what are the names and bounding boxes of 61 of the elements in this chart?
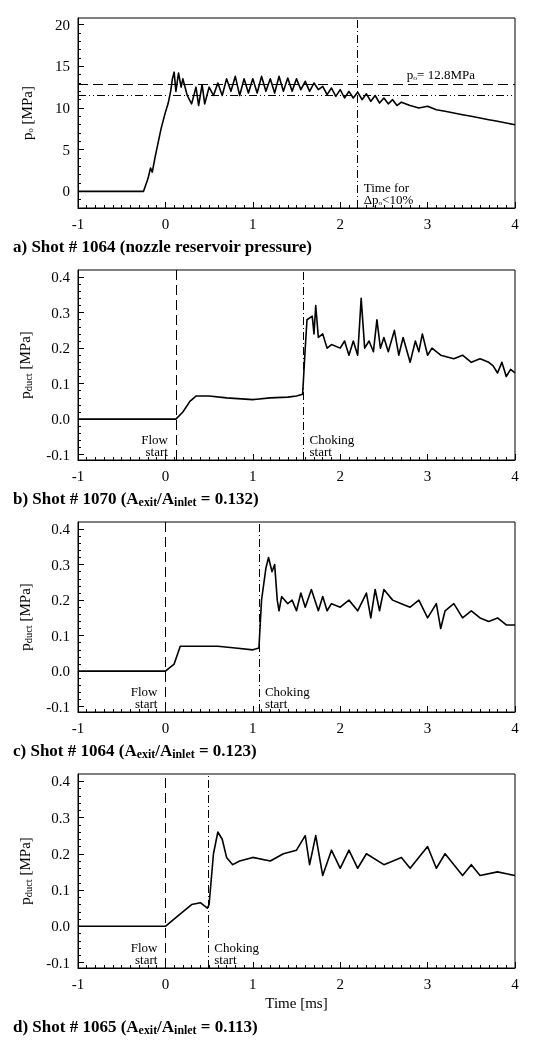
x-tick-label: -1 — [71, 215, 85, 232]
x-tick-label: 1 — [249, 719, 257, 736]
x-tick-label: -1 — [71, 719, 85, 736]
y-axis-title: pduct [MPa] — [17, 583, 34, 651]
y-tick-label: -0.1 — [46, 698, 70, 715]
x-tick-label: 0 — [161, 719, 170, 736]
y-tick-label: 0.3 — [51, 556, 70, 573]
y-tick-label: 0.2 — [51, 592, 70, 609]
text: a) Shot # 1064 (nozzle reservoir pressure) — [13, 237, 313, 256]
x-tick-label: 0 — [161, 467, 170, 484]
ref-line-label: Choking start — [214, 939, 260, 967]
x-tick-label: -1 — [71, 975, 85, 992]
y-tick-label: 0.0 — [51, 411, 70, 428]
y-tick-label: 0.3 — [51, 304, 70, 321]
x-tick-label: 4 — [511, 719, 520, 736]
y-tick-label: 0.0 — [51, 663, 70, 680]
x-tick-label: -1 — [71, 467, 85, 484]
y-axis-title: pduct [MPa] — [17, 837, 34, 905]
y-tick-label: 20 — [55, 16, 70, 33]
y-tick-label: 0.0 — [51, 918, 70, 935]
y-tick-label: 0.4 — [51, 269, 71, 286]
x-tick-label: 3 — [423, 467, 432, 484]
x-tick-label: 3 — [423, 215, 432, 232]
x-tick-label: 4 — [511, 215, 520, 232]
x-tick-label: 2 — [336, 719, 344, 736]
ref-line-label: Flow start — [141, 431, 169, 459]
ref-line-label: Choking start — [264, 683, 311, 711]
y-tick-label: 0.4 — [51, 521, 71, 538]
x-axis-title: Time [ms] — [265, 995, 328, 1012]
x-tick-label: 2 — [336, 975, 344, 992]
y-tick-label: -0.1 — [46, 954, 70, 971]
y-tick-label: -0.1 — [46, 446, 70, 463]
ref-line-label: Flow start — [130, 683, 159, 711]
x-tick-label: 4 — [511, 975, 520, 992]
y-tick-label: 0.2 — [51, 845, 70, 862]
x-tick-label: 0 — [161, 975, 170, 992]
y-tick-label: 5 — [62, 141, 70, 158]
x-tick-label: 4 — [511, 467, 520, 484]
y-tick-label: 0.1 — [51, 627, 70, 644]
y-tick-label: 0.3 — [51, 809, 70, 826]
y-axis-title: pduct [MPa] — [17, 331, 34, 399]
y-tick-label: 10 — [55, 100, 70, 116]
ref-line-label: Time for Δpₒ<10% — [363, 179, 414, 207]
x-tick-label: 2 — [336, 215, 344, 232]
y-tick-label: 0.2 — [51, 340, 70, 357]
ref-line-label: pₒ= 12.8MPa — [406, 66, 476, 82]
x-tick-label: 3 — [423, 719, 432, 736]
ref-line-label: Choking start — [309, 431, 355, 459]
y-tick-label: 15 — [55, 58, 70, 75]
y-tick-label: 0.4 — [51, 773, 71, 790]
x-tick-label: 1 — [249, 975, 257, 992]
ref-line-label: Flow start — [130, 939, 159, 967]
y-axis-title: pₒ [MPa] — [18, 86, 35, 140]
y-tick-label: 0.1 — [51, 375, 70, 392]
x-tick-label: 1 — [249, 215, 257, 232]
x-tick-label: 3 — [423, 975, 432, 992]
x-tick-label: 1 — [249, 467, 257, 484]
x-tick-label: 0 — [161, 215, 170, 232]
y-tick-label: 0.1 — [51, 882, 70, 899]
y-tick-label: 0 — [62, 183, 70, 200]
x-tick-label: 2 — [336, 467, 344, 484]
